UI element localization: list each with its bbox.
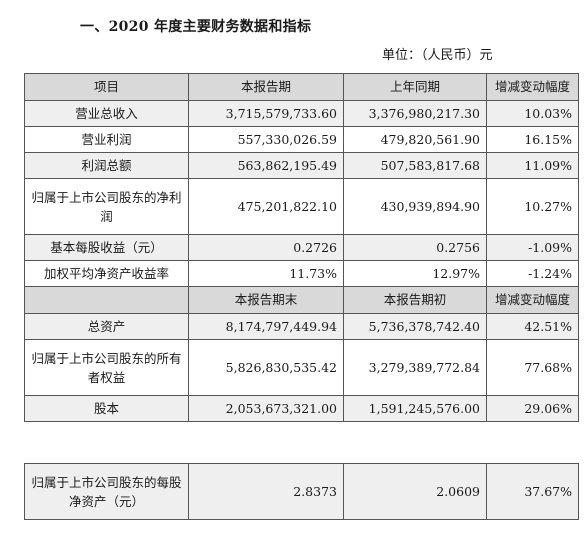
row-label: 基本每股收益（元） — [24, 234, 189, 261]
cell-current: 2.8373 — [188, 463, 344, 520]
cell-prior: 1,591,245,576.00 — [343, 395, 487, 422]
cell-prior: 12.97% — [343, 260, 487, 287]
subheader-current: 本报告期末 — [188, 286, 344, 314]
cell-current: 3,715,579,733.60 — [188, 100, 344, 127]
cell-change: -1.24% — [486, 260, 579, 287]
unit-label: 单位：（人民币）元 — [382, 48, 493, 63]
row-label: 归属于上市公司股东的所有者权益 — [24, 339, 189, 396]
row-label: 营业总收入 — [24, 100, 189, 127]
net-assets-per-share-table: 归属于上市公司股东的每股净资产（元） 2.8373 2.0609 37.67% — [24, 463, 579, 520]
cell-change: -1.09% — [486, 234, 579, 261]
table-row: 营业利润 557,330,026.59 479,820,561.90 16.15… — [24, 126, 579, 153]
subheader-prior: 本报告期初 — [343, 286, 487, 314]
financial-data-table: 项目 本报告期 上年同期 增减变动幅度 营业总收入 3,715,579,733.… — [24, 73, 579, 422]
subheader-change: 增减变动幅度 — [486, 286, 579, 314]
cell-current: 2,053,673,321.00 — [188, 395, 344, 422]
cell-current: 557,330,026.59 — [188, 126, 344, 153]
table-row: 基本每股收益（元） 0.2726 0.2756 -1.09% — [24, 234, 579, 261]
cell-prior: 5,736,378,742.40 — [343, 313, 487, 340]
row-label: 加权平均净资产收益率 — [24, 260, 189, 287]
cell-prior: 479,820,561.90 — [343, 126, 487, 153]
cell-current: 0.2726 — [188, 234, 344, 261]
subheader-item — [24, 286, 189, 314]
cell-change: 29.06% — [486, 395, 579, 422]
table-row: 利润总额 563,862,195.49 507,583,817.68 11.09… — [24, 152, 579, 179]
cell-current: 475,201,822.10 — [188, 178, 344, 235]
row-label: 归属于上市公司股东的每股净资产（元） — [24, 463, 189, 520]
cell-change: 10.03% — [486, 100, 579, 127]
cell-current: 11.73% — [188, 260, 344, 287]
cell-prior: 2.0609 — [343, 463, 487, 520]
cell-prior: 507,583,817.68 — [343, 152, 487, 179]
section-heading: 一、2020 年度主要财务数据和指标 — [80, 19, 312, 35]
row-label: 利润总额 — [24, 152, 189, 179]
cell-change: 37.67% — [486, 463, 579, 520]
table-subheader-row: 本报告期末 本报告期初 增减变动幅度 — [24, 286, 579, 314]
col-header-prior: 上年同期 — [343, 73, 487, 101]
table-row: 归属于上市公司股东的净利润 475,201,822.10 430,939,894… — [24, 178, 579, 235]
cell-current: 563,862,195.49 — [188, 152, 344, 179]
table-row: 总资产 8,174,797,449.94 5,736,378,742.40 42… — [24, 313, 579, 340]
cell-change: 11.09% — [486, 152, 579, 179]
col-header-change: 增减变动幅度 — [486, 73, 579, 101]
cell-change: 42.51% — [486, 313, 579, 340]
cell-prior: 430,939,894.90 — [343, 178, 487, 235]
cell-current: 8,174,797,449.94 — [188, 313, 344, 340]
row-label: 股本 — [24, 395, 189, 422]
table-row: 归属于上市公司股东的所有者权益 5,826,830,535.42 3,279,3… — [24, 339, 579, 396]
row-label: 归属于上市公司股东的净利润 — [24, 178, 189, 235]
cell-change: 16.15% — [486, 126, 579, 153]
row-label: 营业利润 — [24, 126, 189, 153]
table-row: 股本 2,053,673,321.00 1,591,245,576.00 29.… — [24, 395, 579, 422]
col-header-current: 本报告期 — [188, 73, 344, 101]
row-label: 总资产 — [24, 313, 189, 340]
table-row: 加权平均净资产收益率 11.73% 12.97% -1.24% — [24, 260, 579, 287]
cell-current: 5,826,830,535.42 — [188, 339, 344, 396]
col-header-item: 项目 — [24, 73, 189, 101]
table-row: 归属于上市公司股东的每股净资产（元） 2.8373 2.0609 37.67% — [24, 463, 579, 520]
cell-prior: 3,376,980,217.30 — [343, 100, 487, 127]
cell-prior: 0.2756 — [343, 234, 487, 261]
table-header-row: 项目 本报告期 上年同期 增减变动幅度 — [24, 73, 579, 101]
cell-change: 77.68% — [486, 339, 579, 396]
cell-prior: 3,279,389,772.84 — [343, 339, 487, 396]
table-row: 营业总收入 3,715,579,733.60 3,376,980,217.30 … — [24, 100, 579, 127]
cell-change: 10.27% — [486, 178, 579, 235]
